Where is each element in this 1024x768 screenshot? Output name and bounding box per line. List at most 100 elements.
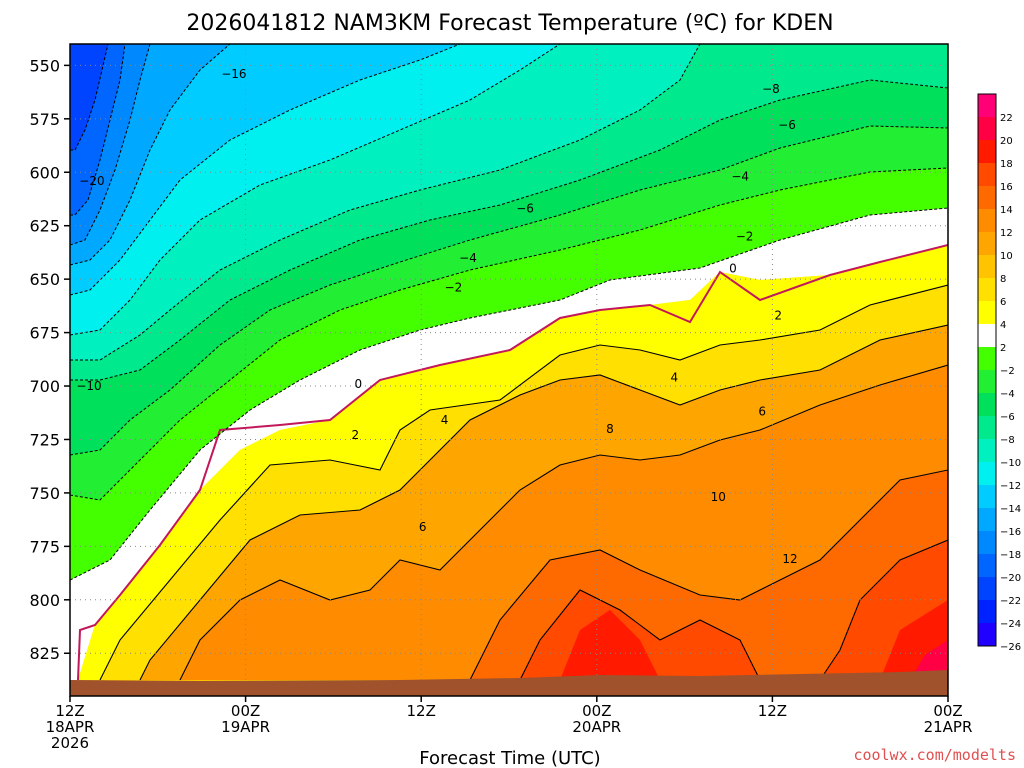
colorbar-swatch (978, 485, 996, 509)
contour-label: −16 (221, 67, 246, 81)
colorbar-label: −16 (1000, 527, 1021, 538)
x-tick-label: 00Z (231, 702, 260, 720)
contour-lines (99, 284, 948, 681)
x-tick-label: 12Z (758, 702, 787, 720)
contour-label: 10 (711, 490, 726, 504)
colorbar-swatch (978, 531, 996, 555)
colorbar-label: 6 (1000, 297, 1006, 308)
colorbar-label: −22 (1000, 596, 1021, 607)
colorbar-swatch (978, 462, 996, 486)
colorbar-swatch (978, 232, 996, 256)
colorbar-label: 10 (1000, 251, 1013, 262)
colorbar-label: 14 (1000, 205, 1013, 216)
colorbar-label: −12 (1000, 481, 1021, 492)
colorbar-label: −14 (1000, 504, 1021, 515)
x-tick-label: 2026 (51, 734, 89, 752)
colorbar-label: −26 (1000, 642, 1021, 653)
colorbar-swatch (978, 94, 996, 118)
band-10to12 (470, 470, 948, 680)
colorbar-swatch (978, 393, 996, 417)
colorbar-label: −24 (1000, 619, 1021, 630)
colorbar-swatch (978, 278, 996, 302)
y-tick-label: 775 (29, 537, 60, 556)
colorbar-swatch (978, 439, 996, 463)
band-16to18 (560, 610, 660, 680)
contour-label: −2 (736, 229, 754, 243)
band-6to8 (140, 325, 948, 680)
credit-text: coolwx.com/modelts (853, 746, 1016, 764)
contour-label: 8 (606, 422, 614, 436)
x-tick-label: 00Z (933, 702, 962, 720)
contour-label: −20 (79, 174, 104, 188)
contour-label: 12 (782, 552, 797, 566)
y-tick-label: 575 (29, 110, 60, 129)
colorbar-label: 4 (1000, 320, 1006, 331)
colorbar-label: 8 (1000, 274, 1006, 285)
freezing-line (77, 244, 948, 681)
colorbar-swatch (978, 600, 996, 624)
colorbar-swatch (978, 623, 996, 647)
colorbar-swatch (978, 186, 996, 210)
x-tick-label: 12Z (55, 702, 84, 720)
colorbar-swatch (978, 140, 996, 164)
band-4to6 (100, 285, 948, 680)
x-tick-label: 19APR (221, 718, 270, 736)
y-tick-label: 675 (29, 324, 60, 343)
colorbar-label: 20 (1000, 136, 1013, 147)
y-tick-label: 650 (29, 270, 60, 289)
colorbar-swatch (978, 416, 996, 440)
x-axis-title: Forecast Time (UTC) (419, 748, 600, 768)
colorbar-swatch (978, 255, 996, 279)
contour-fill (70, 44, 948, 696)
terrain (70, 670, 948, 696)
y-tick-label: 600 (29, 163, 60, 182)
contour-label: 0 (354, 377, 362, 391)
x-tick-label: 18APR (46, 718, 95, 736)
colorbar-swatch (978, 324, 996, 348)
x-tick-label: 00Z (582, 702, 611, 720)
contour-label: 0 (729, 261, 737, 275)
band-minus22 (70, 44, 108, 150)
band-2to4 (70, 245, 948, 680)
colorbar-swatch (978, 554, 996, 578)
colorbar-label: 2 (1000, 343, 1006, 354)
colorbar-label: 18 (1000, 159, 1013, 170)
plot-frame (69, 43, 949, 697)
contour-label: 4 (441, 413, 449, 427)
y-tick-label: 800 (29, 591, 60, 610)
band-8to10 (180, 365, 948, 680)
contour-label: 4 (671, 370, 679, 384)
colorbar-swatch (978, 347, 996, 371)
colorbar-swatch (978, 163, 996, 187)
y-tick-label: 725 (29, 430, 60, 449)
contour-label: −4 (459, 251, 477, 265)
contour-label: −6 (778, 118, 796, 132)
contour-label: −8 (762, 82, 780, 96)
x-tick-label: 20APR (572, 718, 621, 736)
colorbar-label: 12 (1000, 228, 1013, 239)
colorbar-label: −2 (1000, 366, 1015, 377)
colorbar-label: −8 (1000, 435, 1015, 446)
y-tick-label: 750 (29, 484, 60, 503)
colorbar-swatch (978, 370, 996, 394)
colorbar-frame (977, 93, 997, 647)
colorbar-label: 22 (1000, 113, 1013, 124)
band-20plus (910, 640, 948, 680)
y-tick-label: 550 (29, 56, 60, 75)
contour-label: −10 (76, 379, 101, 393)
colorbar-swatch (978, 301, 996, 325)
colorbar-swatch (978, 577, 996, 601)
gridlines (70, 44, 948, 696)
y-axis-ticks: 550 575 600 625 650 675 700 725 750 775 800 825 (29, 56, 70, 663)
y-tick-label: 700 (29, 377, 60, 396)
contour-label: 2 (774, 308, 782, 322)
colorbar-label: −20 (1000, 573, 1021, 584)
y-tick-label: 825 (29, 644, 60, 663)
colorbar-label: 16 (1000, 182, 1013, 193)
colorbar-swatch (978, 117, 996, 141)
colorbar-label: −4 (1000, 389, 1015, 400)
x-tick-label: 12Z (407, 702, 436, 720)
